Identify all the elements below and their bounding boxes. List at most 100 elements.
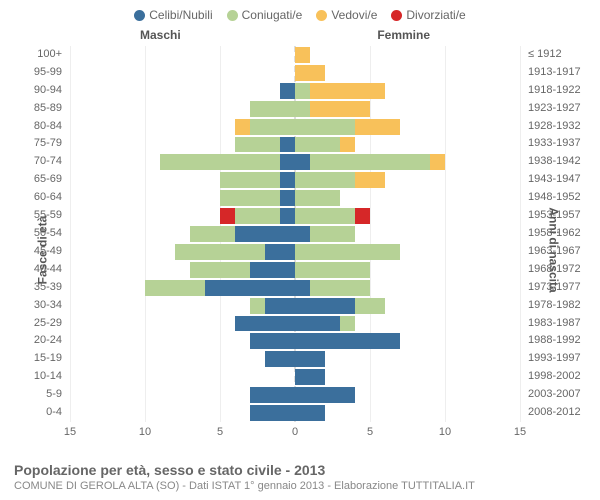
legend-label: Vedovi/e (331, 8, 377, 22)
female-bar (295, 226, 355, 242)
bar-segment (295, 65, 325, 81)
female-bar (295, 316, 355, 332)
female-bar (295, 208, 370, 224)
bar-segment (295, 280, 310, 296)
bar-segment (310, 280, 370, 296)
bar-segment (235, 137, 280, 153)
legend-label: Coniugati/e (242, 8, 303, 22)
age-row (70, 153, 520, 171)
header-males: Maschi (140, 28, 181, 42)
x-tick-label: 0 (292, 426, 298, 438)
age-row (70, 297, 520, 315)
age-label: 85-89 (0, 102, 66, 114)
bar-segment (205, 280, 295, 296)
female-bar (295, 190, 340, 206)
age-label: 90-94 (0, 84, 66, 96)
chart-title: Popolazione per età, sesso e stato civil… (14, 462, 475, 478)
bar-segment (355, 119, 400, 135)
female-bar (295, 280, 370, 296)
male-bar (235, 316, 295, 332)
bar-segment (295, 190, 340, 206)
bar-segment (295, 47, 310, 63)
age-label: 20-24 (0, 334, 66, 346)
age-label: 40-44 (0, 263, 66, 275)
legend-label: Divorziati/e (406, 8, 465, 22)
birth-year-label: 1948-1952 (524, 191, 600, 203)
legend-dot (316, 10, 327, 21)
male-bar (250, 333, 295, 349)
bar-segment (175, 244, 265, 260)
female-bar (295, 262, 370, 278)
bar-segment (340, 316, 355, 332)
bar-segment (295, 83, 310, 99)
birth-year-label: 1943-1947 (524, 173, 600, 185)
x-tick-label: 10 (139, 426, 151, 438)
age-row (70, 225, 520, 243)
female-bar (295, 172, 385, 188)
female-bar (295, 405, 325, 421)
legend-label: Celibi/Nubili (149, 8, 212, 22)
x-tick-label: 15 (514, 426, 526, 438)
x-tick-label: 10 (439, 426, 451, 438)
male-bar (235, 137, 295, 153)
bar-segment (295, 226, 310, 242)
bar-segment (295, 137, 340, 153)
male-bar (250, 298, 295, 314)
male-bar (190, 262, 295, 278)
birth-year-label: 1978-1982 (524, 299, 600, 311)
male-bar (175, 244, 295, 260)
age-label: 60-64 (0, 191, 66, 203)
bar-segment (280, 208, 295, 224)
male-bar (160, 154, 295, 170)
age-label: 10-14 (0, 370, 66, 382)
bar-segment (280, 190, 295, 206)
male-bar (280, 83, 295, 99)
bar-segment (160, 154, 280, 170)
birth-year-label: 1963-1967 (524, 245, 600, 257)
bar-segment (355, 208, 370, 224)
female-bar (295, 83, 385, 99)
bar-segment (235, 119, 250, 135)
x-tick-label: 5 (217, 426, 223, 438)
birth-year-label: 1913-1917 (524, 66, 600, 78)
birth-year-label: 1928-1932 (524, 120, 600, 132)
age-label: 70-74 (0, 155, 66, 167)
bar-segment (250, 298, 265, 314)
bar-segment (265, 298, 295, 314)
age-label: 65-69 (0, 173, 66, 185)
male-bar (145, 280, 295, 296)
bar-segment (310, 101, 370, 117)
female-bar (295, 119, 400, 135)
male-bar (220, 190, 295, 206)
male-bar (235, 119, 295, 135)
legend-dot (391, 10, 402, 21)
male-bar (250, 101, 295, 117)
age-row (70, 315, 520, 333)
birth-year-label: 2008-2012 (524, 406, 600, 418)
bar-segment (295, 316, 340, 332)
bar-segment (220, 208, 235, 224)
bar-segment (190, 262, 250, 278)
male-bar (250, 405, 295, 421)
bar-segment (265, 244, 295, 260)
female-bar (295, 369, 325, 385)
age-label: 95-99 (0, 66, 66, 78)
female-bar (295, 244, 400, 260)
female-bar (295, 65, 325, 81)
bar-segment (295, 262, 370, 278)
bar-segment (280, 83, 295, 99)
bar-segment (220, 190, 280, 206)
age-row (70, 136, 520, 154)
chart-footer: Popolazione per età, sesso e stato civil… (14, 462, 475, 492)
bar-segment (295, 298, 355, 314)
age-row (70, 243, 520, 261)
male-bar (250, 387, 295, 403)
birth-year-label: 1988-1992 (524, 334, 600, 346)
age-label: 55-59 (0, 209, 66, 221)
female-bar (295, 298, 385, 314)
birth-year-label: 1933-1937 (524, 137, 600, 149)
bar-segment (250, 262, 295, 278)
age-row (70, 100, 520, 118)
bar-segment (250, 387, 295, 403)
age-row (70, 404, 520, 422)
